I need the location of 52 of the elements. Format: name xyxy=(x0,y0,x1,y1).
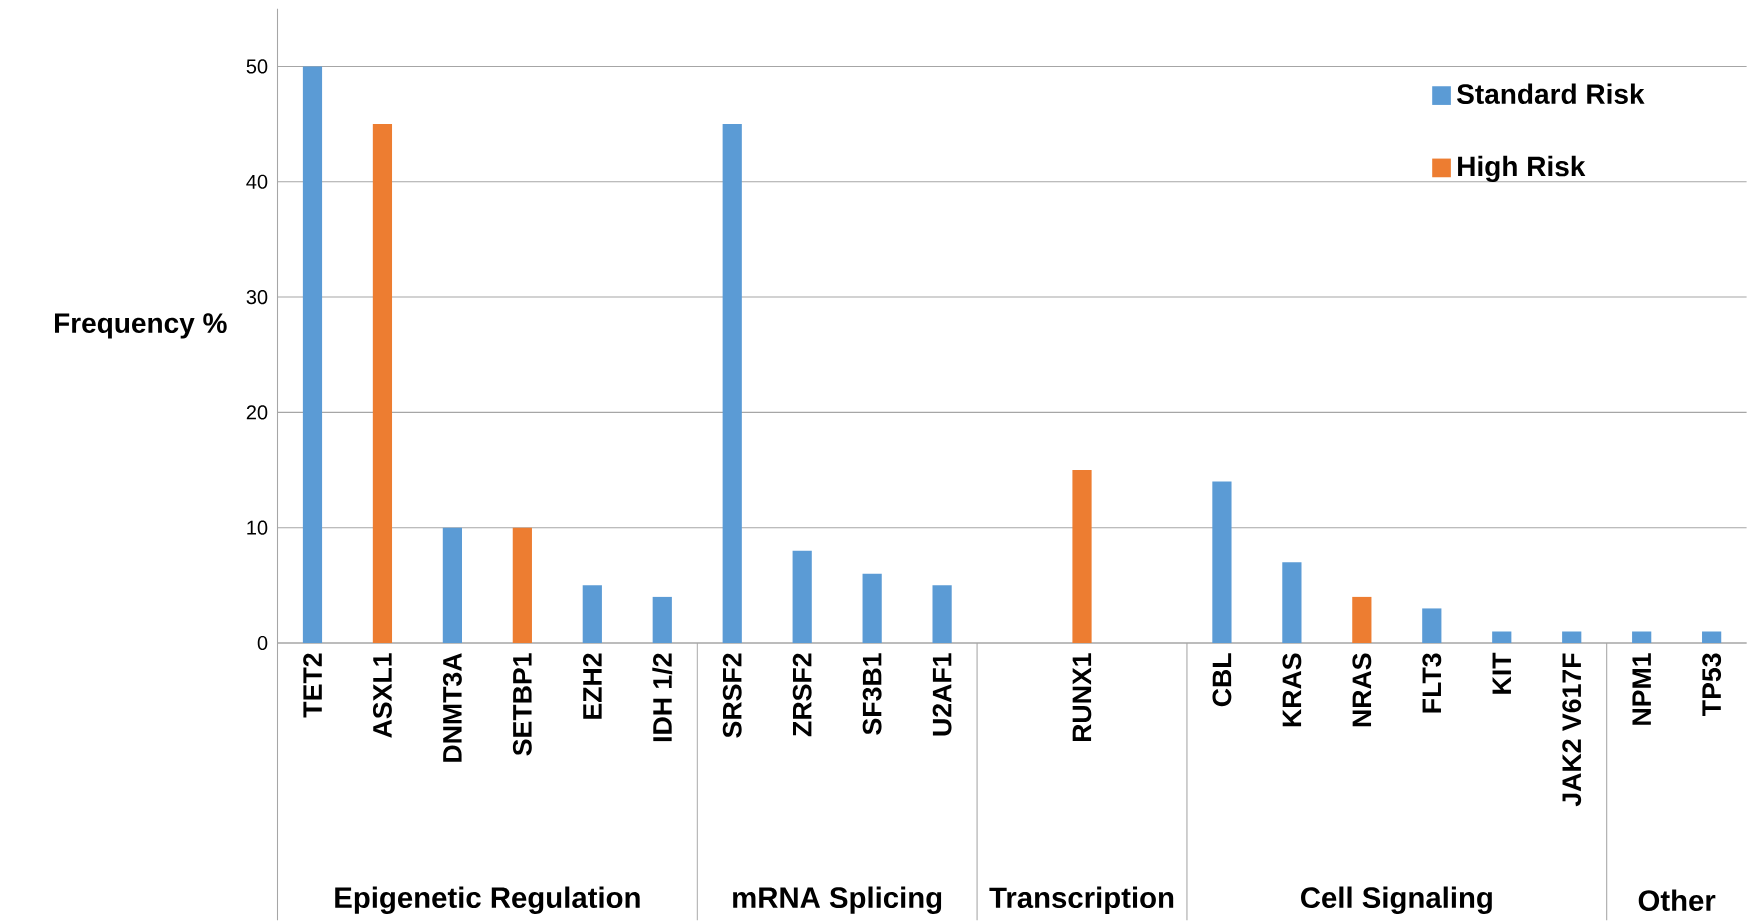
bar xyxy=(372,124,393,644)
bar xyxy=(302,66,323,644)
x-tick-label: NPM1 xyxy=(1632,653,1651,726)
bar xyxy=(582,585,602,644)
x-tick-label: FLT3 xyxy=(1422,653,1442,713)
x-tick-label: KRAS xyxy=(1282,653,1302,727)
bar xyxy=(932,585,952,644)
bar xyxy=(1072,470,1092,644)
x-tick-label: DNMT3A xyxy=(442,653,462,763)
legend-label: High Risk xyxy=(1458,156,1586,183)
y-axis-title: Frequency % xyxy=(55,313,227,339)
x-tick-label: KIT xyxy=(1492,652,1511,694)
y-tick-label: 10 xyxy=(247,520,268,536)
bar xyxy=(1562,631,1582,644)
y-tick-label: 50 xyxy=(246,59,268,74)
x-tick-label: EZH2 xyxy=(583,653,602,720)
text: Cell Signaling xyxy=(1301,886,1492,915)
x-tick-label: SETBP1 xyxy=(512,653,532,756)
bar xyxy=(862,574,882,644)
bar xyxy=(1632,631,1652,644)
x-tick-label: ASXL1 xyxy=(373,653,392,739)
x-tick-label: RUNX1 xyxy=(1072,653,1092,742)
bar xyxy=(442,527,463,644)
y-tick-label: 30 xyxy=(246,290,268,305)
bar xyxy=(1212,481,1232,644)
x-tick-label: IDH 1/2 xyxy=(652,653,673,742)
x-tick-label: NRAS xyxy=(1352,653,1372,727)
x-tick-label: U2AF1 xyxy=(932,653,952,736)
text: Transcription xyxy=(989,886,1174,915)
bar xyxy=(1702,631,1722,644)
x-tick-label: ZRSF2 xyxy=(792,653,812,737)
bar xyxy=(652,597,672,644)
y-tick-label: 20 xyxy=(246,405,268,420)
text: mRNA Splicing xyxy=(733,886,942,915)
bar xyxy=(722,124,742,644)
text: Epigenetic Regulation xyxy=(335,886,640,915)
y-tick-label: 40 xyxy=(246,174,268,190)
x-tick-label: TP53 xyxy=(1702,653,1722,717)
bar xyxy=(1352,597,1372,644)
x-tick-label: SF3B1 xyxy=(862,653,882,735)
bar xyxy=(1492,631,1512,644)
legend-label: Standard Risk xyxy=(1457,83,1645,105)
bar xyxy=(512,527,532,644)
x-tick-label: TET2 xyxy=(303,653,322,718)
x-tick-label: JAK2 V617F xyxy=(1562,653,1582,807)
bar xyxy=(1282,562,1302,644)
bar xyxy=(1422,608,1442,644)
text: Other xyxy=(1638,889,1716,912)
y-tick-label: 0 xyxy=(257,636,268,651)
x-tick-label: SRSF2 xyxy=(722,653,742,738)
bar xyxy=(792,551,812,644)
x-tick-label: CBL xyxy=(1212,653,1232,707)
